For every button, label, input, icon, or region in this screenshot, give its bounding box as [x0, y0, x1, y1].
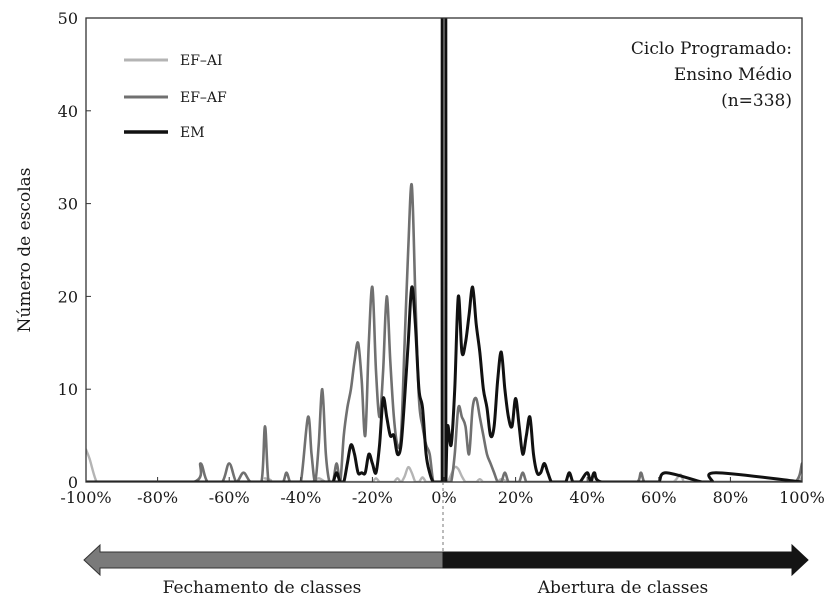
legend-label-ef-af: EF–AF — [180, 90, 227, 106]
annotation-line-2: Ensino Médio — [674, 65, 792, 85]
opening-classes-label: Abertura de classes — [537, 578, 708, 598]
annotation: Ciclo Programado: Ensino Médio (n=338) — [631, 39, 792, 111]
y-tick-label: 30 — [58, 195, 78, 214]
x-tick-label: 40% — [569, 488, 605, 507]
y-tick-label: 0 — [68, 473, 78, 492]
x-tick-label: -60% — [209, 488, 250, 507]
x-tick-label: -100% — [60, 488, 111, 507]
x-axis: -100% -80% -60% -40% -20% 0% 20% 40% 60% 80% 100% — [60, 477, 825, 507]
closing-classes-label: Fechamento de classes — [163, 578, 362, 598]
opening-arrow — [442, 543, 809, 577]
closing-arrow — [83, 543, 444, 577]
y-tick-label: 50 — [58, 9, 78, 28]
x-tick-label: -40% — [280, 488, 321, 507]
legend-label-ef-ai: EF–AI — [180, 53, 223, 69]
x-tick-label: -20% — [352, 488, 393, 507]
y-axis: 0 10 20 30 40 50 — [58, 9, 91, 492]
y-tick-label: 40 — [58, 102, 78, 121]
plot-frame — [85, 17, 803, 483]
x-tick-label: 80% — [713, 488, 749, 507]
x-tick-label: 20% — [498, 488, 534, 507]
legend: EF–AI EF–AF EM — [124, 53, 227, 141]
y-axis-title: Número de escolas — [15, 168, 35, 333]
x-tick-label: 60% — [641, 488, 677, 507]
y-tick-label: 20 — [58, 287, 78, 306]
legend-label-em: EM — [180, 125, 205, 141]
annotation-line-3: (n=338) — [721, 91, 792, 111]
x-tick-label: 0% — [431, 488, 456, 507]
series-line-ef-af — [86, 183, 802, 482]
x-tick-label: 100% — [779, 488, 825, 507]
y-tick-label: 10 — [58, 380, 78, 399]
bottom-arrow — [83, 543, 809, 577]
annotation-line-1: Ciclo Programado: — [631, 39, 792, 59]
x-tick-label: -80% — [137, 488, 178, 507]
